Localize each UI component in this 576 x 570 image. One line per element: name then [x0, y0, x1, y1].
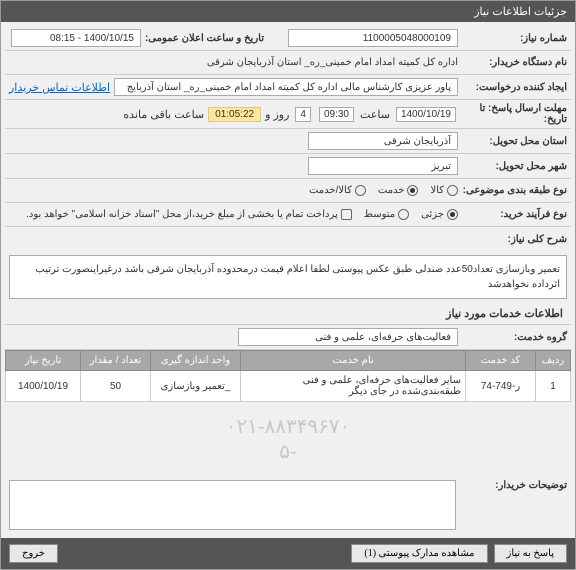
cell-row: 1 — [536, 371, 571, 402]
th-unit: واحد اندازه گیری — [151, 351, 241, 371]
need-number-label: شماره نیاز: — [462, 33, 567, 44]
general-desc-label: شرح کلی نیاز: — [462, 234, 567, 245]
th-qty: تعداد / مقدار — [81, 351, 151, 371]
requester-label: ایجاد کننده درخواست: — [462, 82, 567, 93]
watermark-line1: ۰۲۱-۸۸۳۴۹۶۷۰ — [226, 416, 351, 438]
watermark-line2: -۵ — [279, 441, 296, 463]
announce-label: تاریخ و ساعت اعلان عمومی: — [145, 33, 264, 44]
header-title: جزئیات اطلاعات نیاز — [474, 6, 567, 18]
cell-name: سایر فعالیت‌های حرفه‌ای، علمی و فنی طبقه… — [241, 371, 466, 402]
announce-value: 1400/10/15 - 08:15 — [11, 29, 141, 47]
days-remaining: 4 — [295, 107, 311, 122]
th-name: نام خدمت — [241, 351, 466, 371]
contact-link[interactable]: اطلاعات تماس خریدار — [9, 81, 110, 94]
province-value: آذربایجان شرقی — [308, 132, 458, 150]
deadline-date: 1400/10/19 — [396, 107, 456, 122]
row-general-desc-label: شرح کلی نیاز: — [5, 227, 571, 251]
process-radio-group: جزئی متوسط پرداخت تمام یا بخشی از مبلغ خ… — [26, 209, 458, 220]
deadline-time: 09:30 — [319, 107, 354, 122]
radio-partial[interactable]: جزئی — [421, 209, 458, 220]
header-bar: جزئیات اطلاعات نیاز — [1, 1, 575, 22]
buyer-notes-row: توضیحات خریدار: — [5, 476, 571, 534]
countdown-timer: 01:05:22 — [208, 107, 261, 122]
radio-khadamat[interactable]: خدمت — [378, 185, 419, 196]
general-desc-box: تعمیر وبازسازی تعداد50عدد صندلی طبق عکس … — [9, 255, 567, 299]
city-value: تبریز — [308, 157, 458, 175]
cell-code: ر-749-74 — [466, 371, 536, 402]
day-label: روز و — [265, 108, 289, 121]
th-date: تاریخ نیاز — [6, 351, 81, 371]
subject-type-label: نوع طبقه بندی موضوعی: — [462, 185, 567, 196]
row-requester: ایجاد کننده درخواست: پاور عزیزی کارشناس … — [5, 75, 571, 100]
buyer-org-value: اداره کل کمیته امداد امام خمینی_ره_ استا… — [207, 57, 458, 68]
service-group-value: فعالیت‌های حرفه‌ای، علمی و فنی — [238, 328, 458, 346]
services-table: ردیف کد خدمت نام خدمت واحد اندازه گیری ت… — [5, 350, 571, 402]
buyer-notes-label: توضیحات خریدار: — [462, 480, 567, 491]
process-type-label: نوع فرآیند خرید: — [462, 209, 567, 220]
row-service-group: گروه خدمت: فعالیت‌های حرفه‌ای، علمی و فن… — [5, 325, 571, 350]
th-code: کد خدمت — [466, 351, 536, 371]
need-number-value: 1100005048000109 — [288, 29, 458, 47]
radio-both[interactable]: کالا/خدمت — [309, 185, 366, 196]
service-group-label: گروه خدمت: — [462, 332, 567, 343]
province-label: استان محل تحویل: — [462, 136, 567, 147]
buyer-notes-textarea[interactable] — [9, 480, 456, 530]
buyer-org-label: نام دستگاه خریدار: — [462, 57, 567, 68]
radio-medium[interactable]: متوسط — [364, 209, 409, 220]
checkbox-payment[interactable]: پرداخت تمام یا بخشی از مبلغ خرید،از محل … — [26, 209, 352, 220]
city-label: شهر محل تحویل: — [462, 161, 567, 172]
radio-kala[interactable]: کالا — [430, 185, 458, 196]
main-container: جزئیات اطلاعات نیاز شماره نیاز: 11000050… — [0, 0, 576, 570]
cell-date: 1400/10/19 — [6, 371, 81, 402]
docs-button[interactable]: مشاهده مدارک پیوستی (1) — [351, 544, 487, 563]
remaining-label: ساعت باقی مانده — [123, 108, 204, 121]
row-buyer-org: نام دستگاه خریدار: اداره کل کمیته امداد … — [5, 51, 571, 75]
row-need-number: شماره نیاز: 1100005048000109 تاریخ و ساع… — [5, 26, 571, 51]
reply-button[interactable]: پاسخ به نیاز — [494, 544, 568, 563]
subject-radio-group: کالا خدمت کالا/خدمت — [309, 185, 458, 196]
time-label: ساعت — [360, 108, 390, 121]
requester-value: پاور عزیزی کارشناس مالی اداره کل کمیته ا… — [114, 78, 458, 96]
th-row: ردیف — [536, 351, 571, 371]
row-city: شهر محل تحویل: تبریز — [5, 154, 571, 179]
services-header: اطلاعات خدمات مورد نیاز — [5, 303, 571, 325]
row-subject-type: نوع طبقه بندی موضوعی: کالا خدمت کالا/خدم… — [5, 179, 571, 203]
table-row: 1 ر-749-74 سایر فعالیت‌های حرفه‌ای، علمی… — [6, 371, 571, 402]
content-area: شماره نیاز: 1100005048000109 تاریخ و ساع… — [1, 22, 575, 538]
deadline-label: مهلت ارسال پاسخ: تا تاریخ: — [462, 103, 567, 125]
watermark: ۰۲۱-۸۸۳۴۹۶۷۰ -۵ — [5, 402, 571, 476]
row-province: استان محل تحویل: آذربایجان شرقی — [5, 129, 571, 154]
cell-unit: _تعمیر وبازسازی — [151, 371, 241, 402]
footer-bar: پاسخ به نیاز مشاهده مدارک پیوستی (1) خرو… — [1, 538, 575, 569]
row-process-type: نوع فرآیند خرید: جزئی متوسط پرداخت تمام … — [5, 203, 571, 227]
exit-button[interactable]: خروج — [9, 544, 58, 563]
cell-qty: 50 — [81, 371, 151, 402]
row-deadline: مهلت ارسال پاسخ: تا تاریخ: 1400/10/19 سا… — [5, 100, 571, 129]
table-header-row: ردیف کد خدمت نام خدمت واحد اندازه گیری ت… — [6, 351, 571, 371]
